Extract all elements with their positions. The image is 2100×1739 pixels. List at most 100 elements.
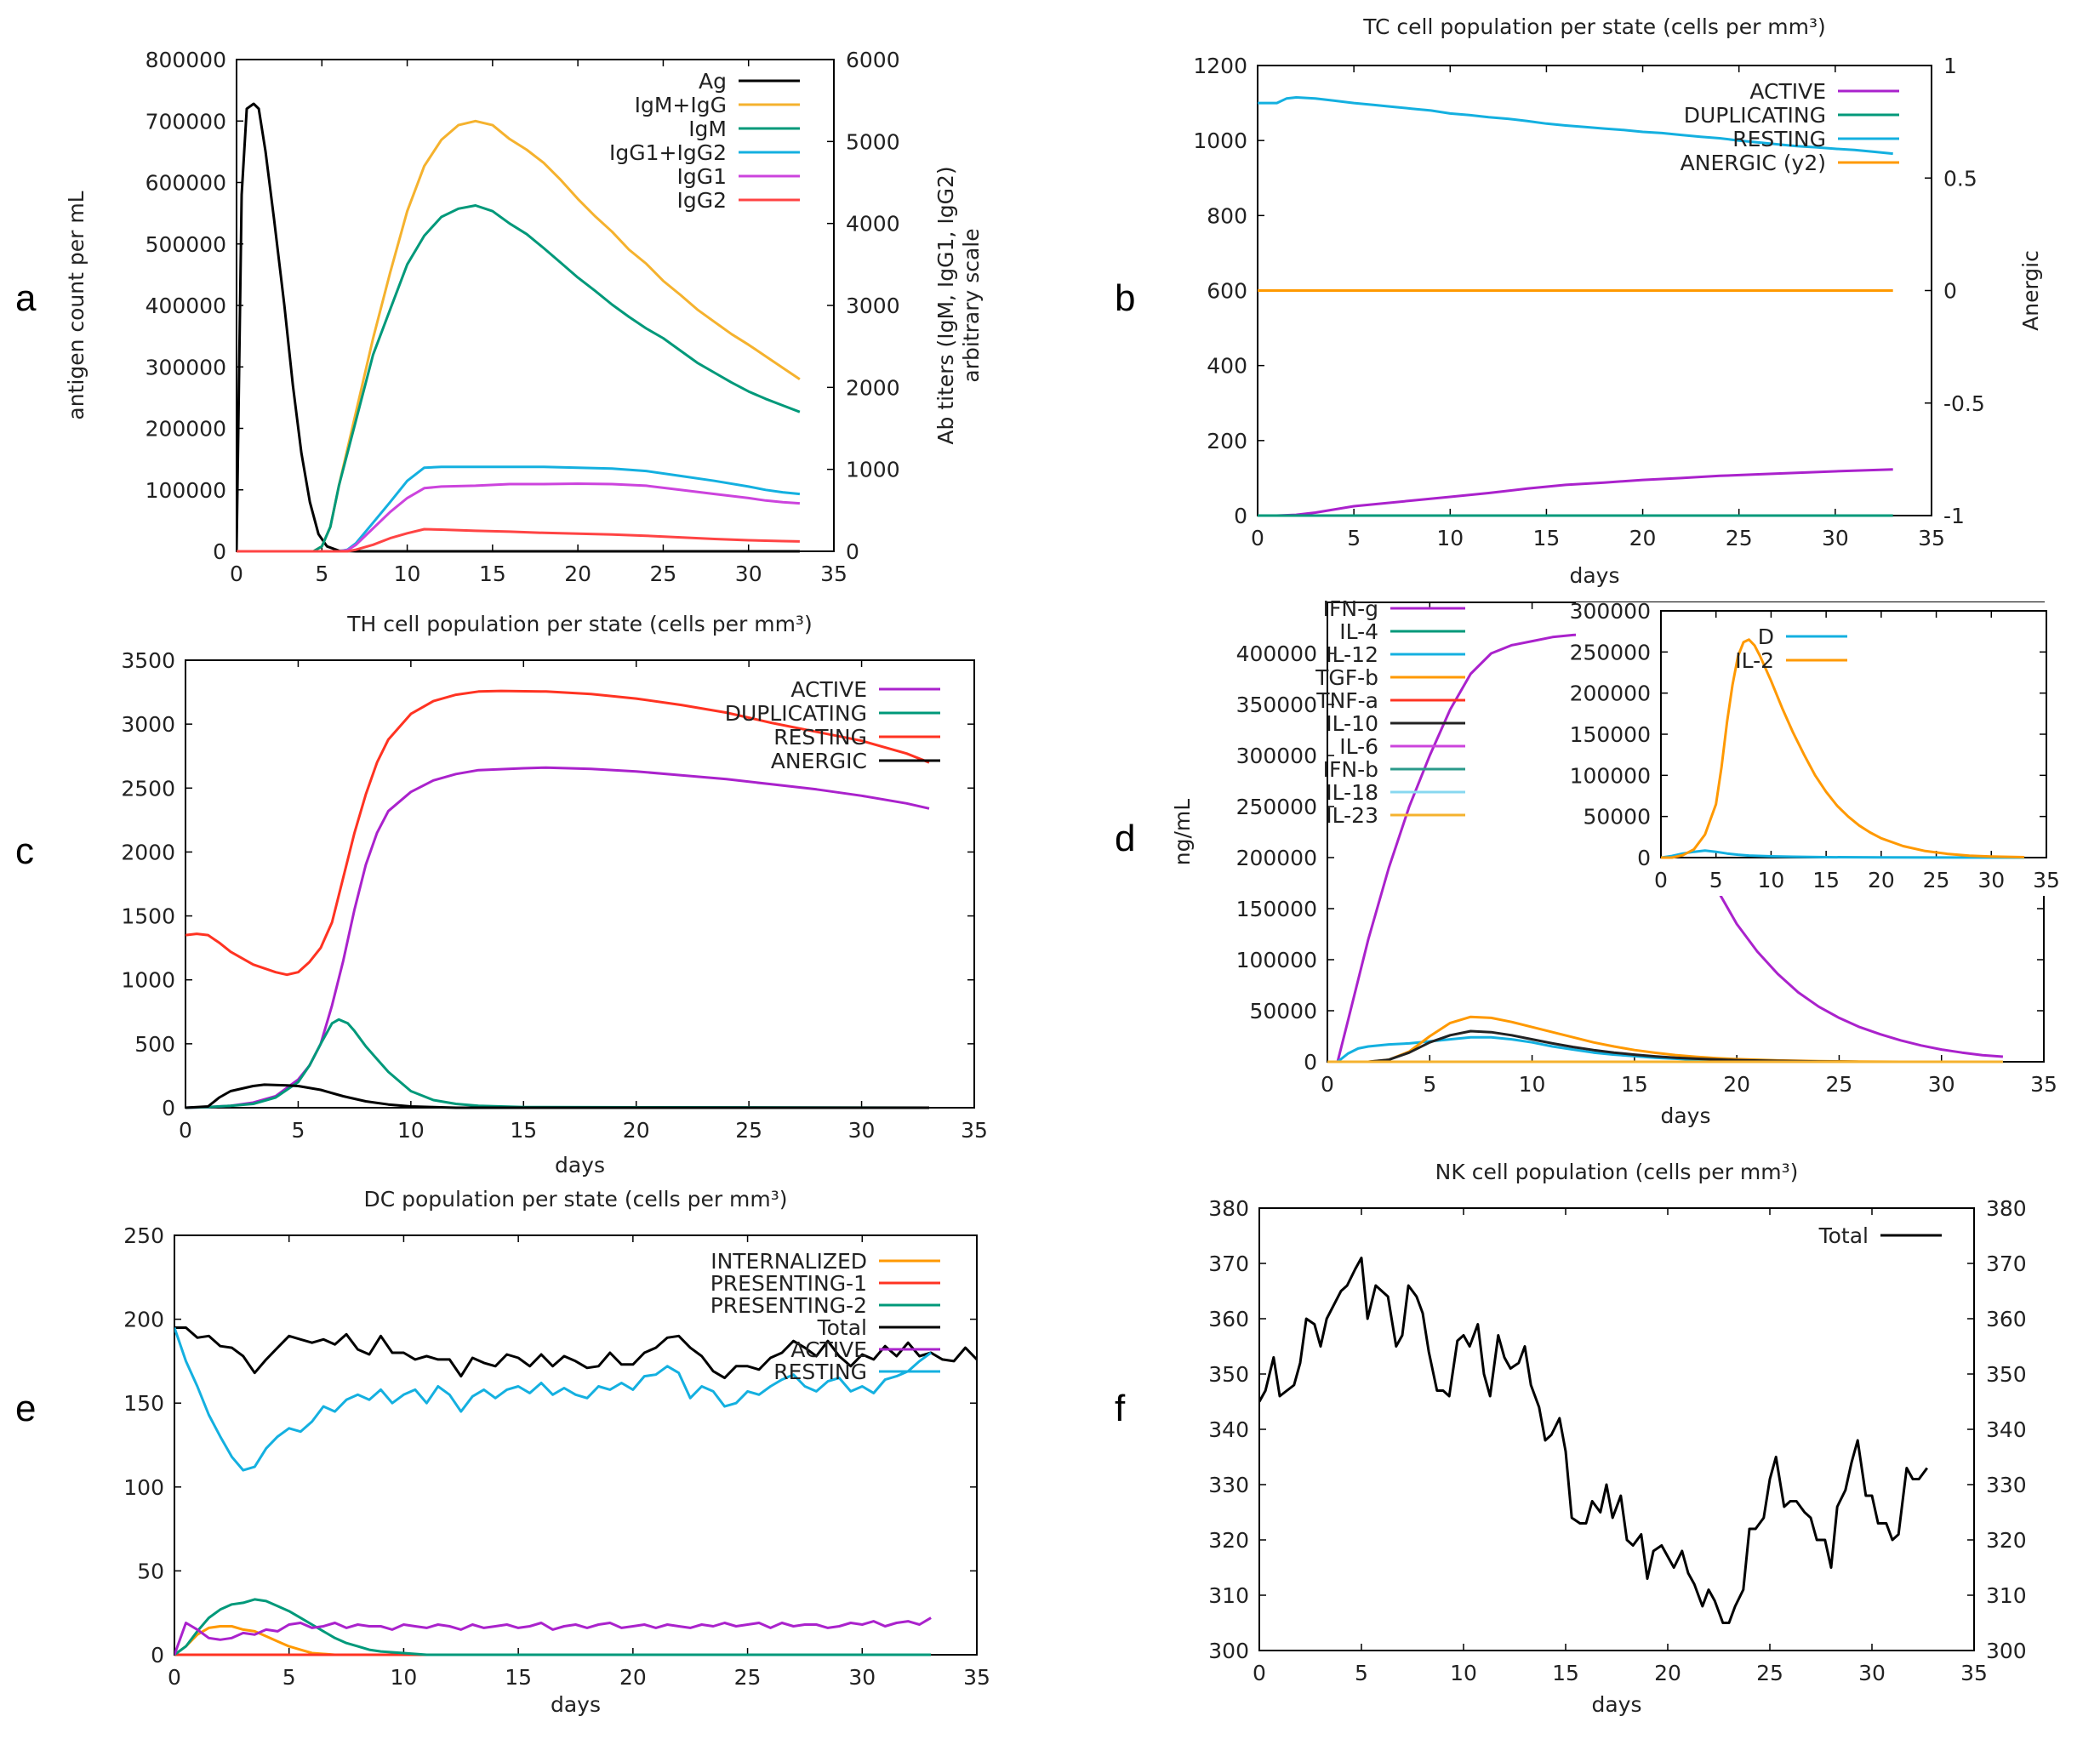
chart-e-series-resting xyxy=(174,1327,932,1472)
chart-a-series-igg2 xyxy=(237,527,800,553)
chart-a-series-igm-igg xyxy=(237,119,801,553)
chart-b-y-tick-label: 1000 xyxy=(1193,128,1247,153)
chart-a-x-tick-label: 20 xyxy=(564,562,591,586)
chart-a-legend-label-ag: Ag xyxy=(699,69,727,94)
chart-a-y2-axis-label: Ab titers (IgM, IgG1, IgG2) xyxy=(933,166,958,444)
chart-d-x-tick-label: 10 xyxy=(1519,1072,1546,1097)
chart-f-x-tick-label: 5 xyxy=(1355,1661,1368,1685)
chart-d-inset-y-tick-label: 200000 xyxy=(1570,681,1651,706)
chart-a-y-tick-label: 700000 xyxy=(146,109,226,134)
chart-b-legend-label-active: ACTIVE xyxy=(1749,79,1826,104)
chart-a-series-igg1 xyxy=(237,482,801,553)
panel-label-d: d xyxy=(1115,818,1135,859)
chart-b-y2-tick-label: -0.5 xyxy=(1943,391,1985,416)
chart-a-legend-label-igg1-igg2: IgG1+IgG2 xyxy=(609,140,727,165)
chart-d-legend-label-il-4: IL-4 xyxy=(1339,619,1378,644)
chart-d-x-tick-label: 30 xyxy=(1928,1072,1955,1097)
chart-d-legend-label-tnf-a: TNF-a xyxy=(1315,688,1378,713)
chart-e-series-total xyxy=(174,1326,977,1380)
chart-f-y-tick-label: 300 xyxy=(1208,1639,1249,1663)
chart-d-y-tick-label: 350000 xyxy=(1236,693,1317,717)
chart-d-inset-x-tick-label: 10 xyxy=(1758,868,1785,892)
chart-e-x-tick-label: 10 xyxy=(391,1665,418,1690)
chart-d-x-tick-label: 5 xyxy=(1423,1072,1436,1097)
chart-d-legend-label-ifn-g: IFN-g xyxy=(1323,596,1378,621)
chart-a-y2-tick-label: 0 xyxy=(846,539,859,564)
chart-f-y2-tick-label: 350 xyxy=(1986,1362,2027,1387)
charts-layer: 0 5 10 15 20 25 30 3501000002000003000004000005… xyxy=(64,14,2072,1717)
chart-c-legend-label-active: ACTIVE xyxy=(790,677,867,702)
chart-a-y2-tick-label: 2000 xyxy=(846,375,900,400)
chart-d-inset-x-tick-label: 15 xyxy=(1812,868,1840,892)
chart-c-series-anergic xyxy=(185,1083,929,1109)
chart-b-title: TC cell population per state (cells per … xyxy=(1362,14,1826,39)
chart-c-title: TH cell population per state (cells per … xyxy=(346,612,812,636)
chart-a-y2-tick-label: 5000 xyxy=(846,129,900,154)
chart-b-series-active xyxy=(1258,468,1893,517)
chart-c-x-tick-label: 10 xyxy=(397,1118,425,1143)
chart-b-y-tick-label: 200 xyxy=(1207,429,1247,453)
chart-a-y-tick-label: 200000 xyxy=(146,417,226,442)
chart-a-y-tick-label: 300000 xyxy=(146,355,226,379)
chart-d-inset-legend-label-il-2: IL-2 xyxy=(1735,648,1774,673)
chart-a-y-tick-label: 600000 xyxy=(146,171,226,196)
chart-e-y-tick-label: 50 xyxy=(137,1559,164,1583)
chart-b-legend-label-resting: RESTING xyxy=(1732,127,1826,151)
chart-a-y2-tick-label: 3000 xyxy=(846,294,900,318)
chart-c-y-tick-label: 500 xyxy=(134,1032,175,1057)
chart-a-legend-label-igg2: IgG2 xyxy=(676,188,727,213)
chart-a-y-axis-label: antigen count per mL xyxy=(64,191,88,419)
chart-e-legend-label-active: ACTIVE xyxy=(790,1337,867,1362)
chart-d-inset-background xyxy=(1576,602,2072,896)
chart-c-series-duplicating xyxy=(185,1018,930,1109)
chart-a-y2-axis-label: arbitrary scale xyxy=(959,228,984,382)
chart-a-x-tick-label: 0 xyxy=(230,562,243,586)
chart-a-y-tick-label: 100000 xyxy=(146,478,226,503)
chart-b-y-tick-label: 800 xyxy=(1207,203,1247,228)
chart-d-inset-y-tick-label: 100000 xyxy=(1570,763,1651,788)
chart-d-y-tick-label: 250000 xyxy=(1236,795,1317,819)
chart-f-title: NK cell population (cells per mm³) xyxy=(1435,1160,1799,1184)
chart-d-y-tick-label: 0 xyxy=(1304,1050,1317,1075)
chart-f-series-total xyxy=(1259,1257,1929,1624)
chart-d-inset-x-tick-label: 5 xyxy=(1709,868,1723,892)
chart-f-x-axis-label: days xyxy=(1591,1692,1641,1717)
chart-d-legend-label-tgf-b: TGF-b xyxy=(1315,665,1378,690)
chart-a-y2-tick-label: 1000 xyxy=(846,458,900,482)
chart-f-y-tick-label: 320 xyxy=(1208,1528,1249,1553)
chart-c-y-tick-label: 1000 xyxy=(121,968,175,993)
chart-b-x-axis-label: days xyxy=(1569,563,1619,588)
chart-e-x-tick-label: 15 xyxy=(505,1665,532,1690)
chart-f-y-tick-label: 380 xyxy=(1208,1196,1249,1221)
chart-d-inset-x-tick-label: 30 xyxy=(1977,868,2005,892)
chart-d-y-tick-label: 300000 xyxy=(1236,744,1317,768)
chart-f-y2-tick-label: 320 xyxy=(1986,1528,2027,1553)
chart-b-x-tick-label: 20 xyxy=(1629,526,1657,550)
chart-b-y2-tick-label: 0 xyxy=(1943,279,1957,304)
panel-label-a: a xyxy=(15,277,37,319)
chart-b-legend-label-duplicating: DUPLICATING xyxy=(1684,103,1826,128)
chart-d-x-tick-label: 20 xyxy=(1723,1072,1750,1097)
chart-d-inset-y-tick-label: 300000 xyxy=(1570,599,1651,624)
chart-f-y-tick-label: 310 xyxy=(1208,1583,1249,1608)
chart-d-x-tick-label: 25 xyxy=(1826,1072,1853,1097)
chart-e-y-tick-label: 100 xyxy=(123,1475,164,1500)
chart-e-x-tick-label: 20 xyxy=(619,1665,647,1690)
panel-label-e: e xyxy=(15,1388,36,1429)
chart-a-x-tick-label: 25 xyxy=(650,562,677,586)
chart-e-x-tick-label: 5 xyxy=(282,1665,296,1690)
chart-c-x-tick-label: 15 xyxy=(510,1118,537,1143)
chart-a-y2-tick-label: 4000 xyxy=(846,212,900,237)
chart-b-x-tick-label: 15 xyxy=(1533,526,1561,550)
chart-a-y-tick-label: 800000 xyxy=(146,48,226,72)
chart-b-x-tick-label: 10 xyxy=(1436,526,1464,550)
chart-b-y-tick-label: 1200 xyxy=(1193,54,1247,78)
chart-e-series-presenting-2 xyxy=(174,1598,932,1656)
chart-f-y-tick-label: 350 xyxy=(1208,1362,1249,1387)
chart-c-x-tick-label: 5 xyxy=(291,1118,305,1143)
chart-a-y-tick-label: 500000 xyxy=(146,232,226,257)
chart-b-y2-tick-label: 0.5 xyxy=(1943,166,1977,191)
chart-e-x-tick-label: 35 xyxy=(963,1665,990,1690)
